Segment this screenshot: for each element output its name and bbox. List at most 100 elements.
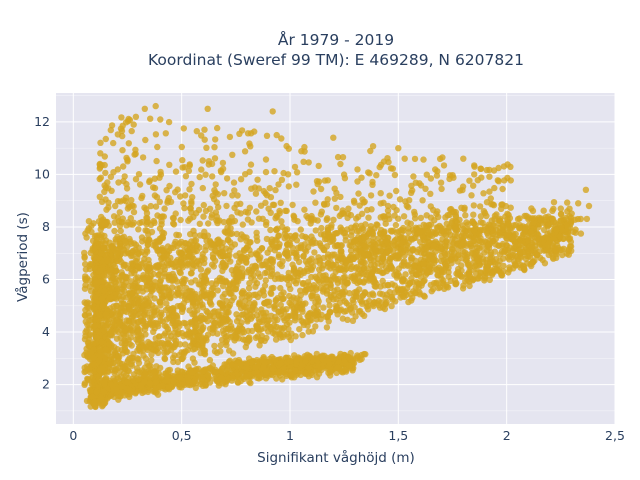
- scatter-point: [132, 275, 140, 282]
- scatter-point: [185, 328, 193, 335]
- scatter-point: [494, 177, 501, 184]
- scatter-point: [193, 128, 200, 135]
- scatter-point: [433, 172, 441, 179]
- scatter-point: [237, 200, 244, 207]
- scatter-point: [120, 305, 127, 312]
- scatter-point: [242, 255, 250, 262]
- scatter-point: [204, 317, 211, 325]
- scatter-point: [172, 258, 180, 266]
- scatter-point: [129, 290, 136, 297]
- scatter-point: [392, 298, 399, 305]
- scatter-point: [393, 187, 400, 195]
- scatter-point: [199, 304, 207, 311]
- scatter-point: [118, 234, 126, 242]
- scatter-point: [290, 213, 298, 221]
- scatter-point: [246, 280, 253, 287]
- scatter-point: [383, 237, 390, 245]
- scatter-point: [141, 312, 148, 319]
- scatter-point: [126, 386, 134, 394]
- scatter-point: [318, 208, 325, 215]
- scatter-point: [143, 206, 150, 213]
- scatter-point: [260, 292, 268, 299]
- scatter-point: [337, 224, 344, 231]
- scatter-point: [166, 306, 174, 313]
- scatter-point: [102, 346, 110, 353]
- scatter-point: [140, 352, 147, 359]
- scatter-point: [247, 161, 255, 168]
- scatter-point: [168, 332, 175, 340]
- scatter-point: [247, 379, 254, 387]
- scatter-point: [285, 145, 292, 152]
- scatter-point: [410, 173, 417, 180]
- scatter-point: [120, 247, 128, 254]
- scatter-point: [156, 271, 163, 278]
- scatter-point: [371, 262, 378, 269]
- scatter-point: [219, 293, 226, 300]
- scatter-point: [427, 214, 435, 221]
- scatter-point: [380, 199, 387, 206]
- scatter-point: [150, 328, 157, 335]
- scatter-point: [425, 251, 432, 258]
- scatter-point: [293, 181, 300, 188]
- scatter-point: [364, 206, 371, 214]
- scatter-point: [501, 247, 508, 255]
- scatter-point: [111, 321, 118, 328]
- scatter-point: [416, 180, 423, 187]
- scatter-point: [277, 360, 284, 367]
- scatter-point: [308, 273, 315, 281]
- scatter-point: [208, 280, 215, 287]
- scatter-point: [120, 163, 127, 170]
- scatter-point: [187, 342, 194, 350]
- scatter-point: [135, 226, 142, 233]
- scatter-point: [297, 226, 304, 233]
- scatter-point: [438, 257, 445, 265]
- scatter-point: [208, 301, 215, 308]
- scatter-point: [232, 252, 240, 259]
- scatter-point: [313, 293, 321, 300]
- scatter-point: [263, 299, 270, 306]
- scatter-point: [128, 342, 135, 349]
- scatter-point: [203, 337, 210, 344]
- scatter-point: [465, 270, 472, 278]
- scatter-point: [185, 252, 193, 260]
- scatter-point: [227, 258, 234, 265]
- scatter-point: [141, 276, 148, 283]
- scatter-point: [217, 348, 224, 355]
- scatter-point: [483, 166, 490, 174]
- scatter-point: [152, 131, 160, 138]
- scatter-point: [239, 221, 246, 228]
- scatter-point: [216, 274, 223, 282]
- scatter-point: [225, 309, 232, 316]
- scatter-point: [145, 302, 152, 309]
- scatter-point: [312, 323, 319, 330]
- scatter-point: [361, 289, 369, 297]
- scatter-point: [380, 243, 387, 250]
- scatter-point: [353, 355, 360, 362]
- scatter-point: [316, 257, 324, 264]
- scatter-point: [199, 254, 206, 261]
- scatter-point: [351, 224, 358, 231]
- scatter-point: [430, 242, 437, 250]
- scatter-point: [326, 302, 333, 309]
- scatter-point: [505, 256, 513, 263]
- scatter-point: [164, 199, 171, 206]
- scatter-point: [202, 243, 210, 250]
- scatter-point: [114, 131, 122, 138]
- scatter-point: [388, 302, 395, 310]
- scatter-point: [262, 168, 270, 176]
- scatter-point: [119, 293, 127, 300]
- scatter-point: [379, 277, 386, 285]
- scatter-point: [218, 262, 225, 270]
- scatter-point: [186, 294, 194, 301]
- scatter-point: [128, 127, 135, 135]
- scatter-point: [458, 273, 465, 280]
- scatter-point: [500, 268, 507, 275]
- scatter-point: [166, 161, 173, 168]
- scatter-point: [199, 157, 206, 164]
- scatter-point: [454, 268, 462, 276]
- scatter-point: [152, 335, 159, 342]
- scatter-point: [268, 239, 275, 246]
- scatter-point: [276, 207, 283, 215]
- scatter-point: [220, 317, 227, 324]
- scatter-point: [169, 270, 176, 278]
